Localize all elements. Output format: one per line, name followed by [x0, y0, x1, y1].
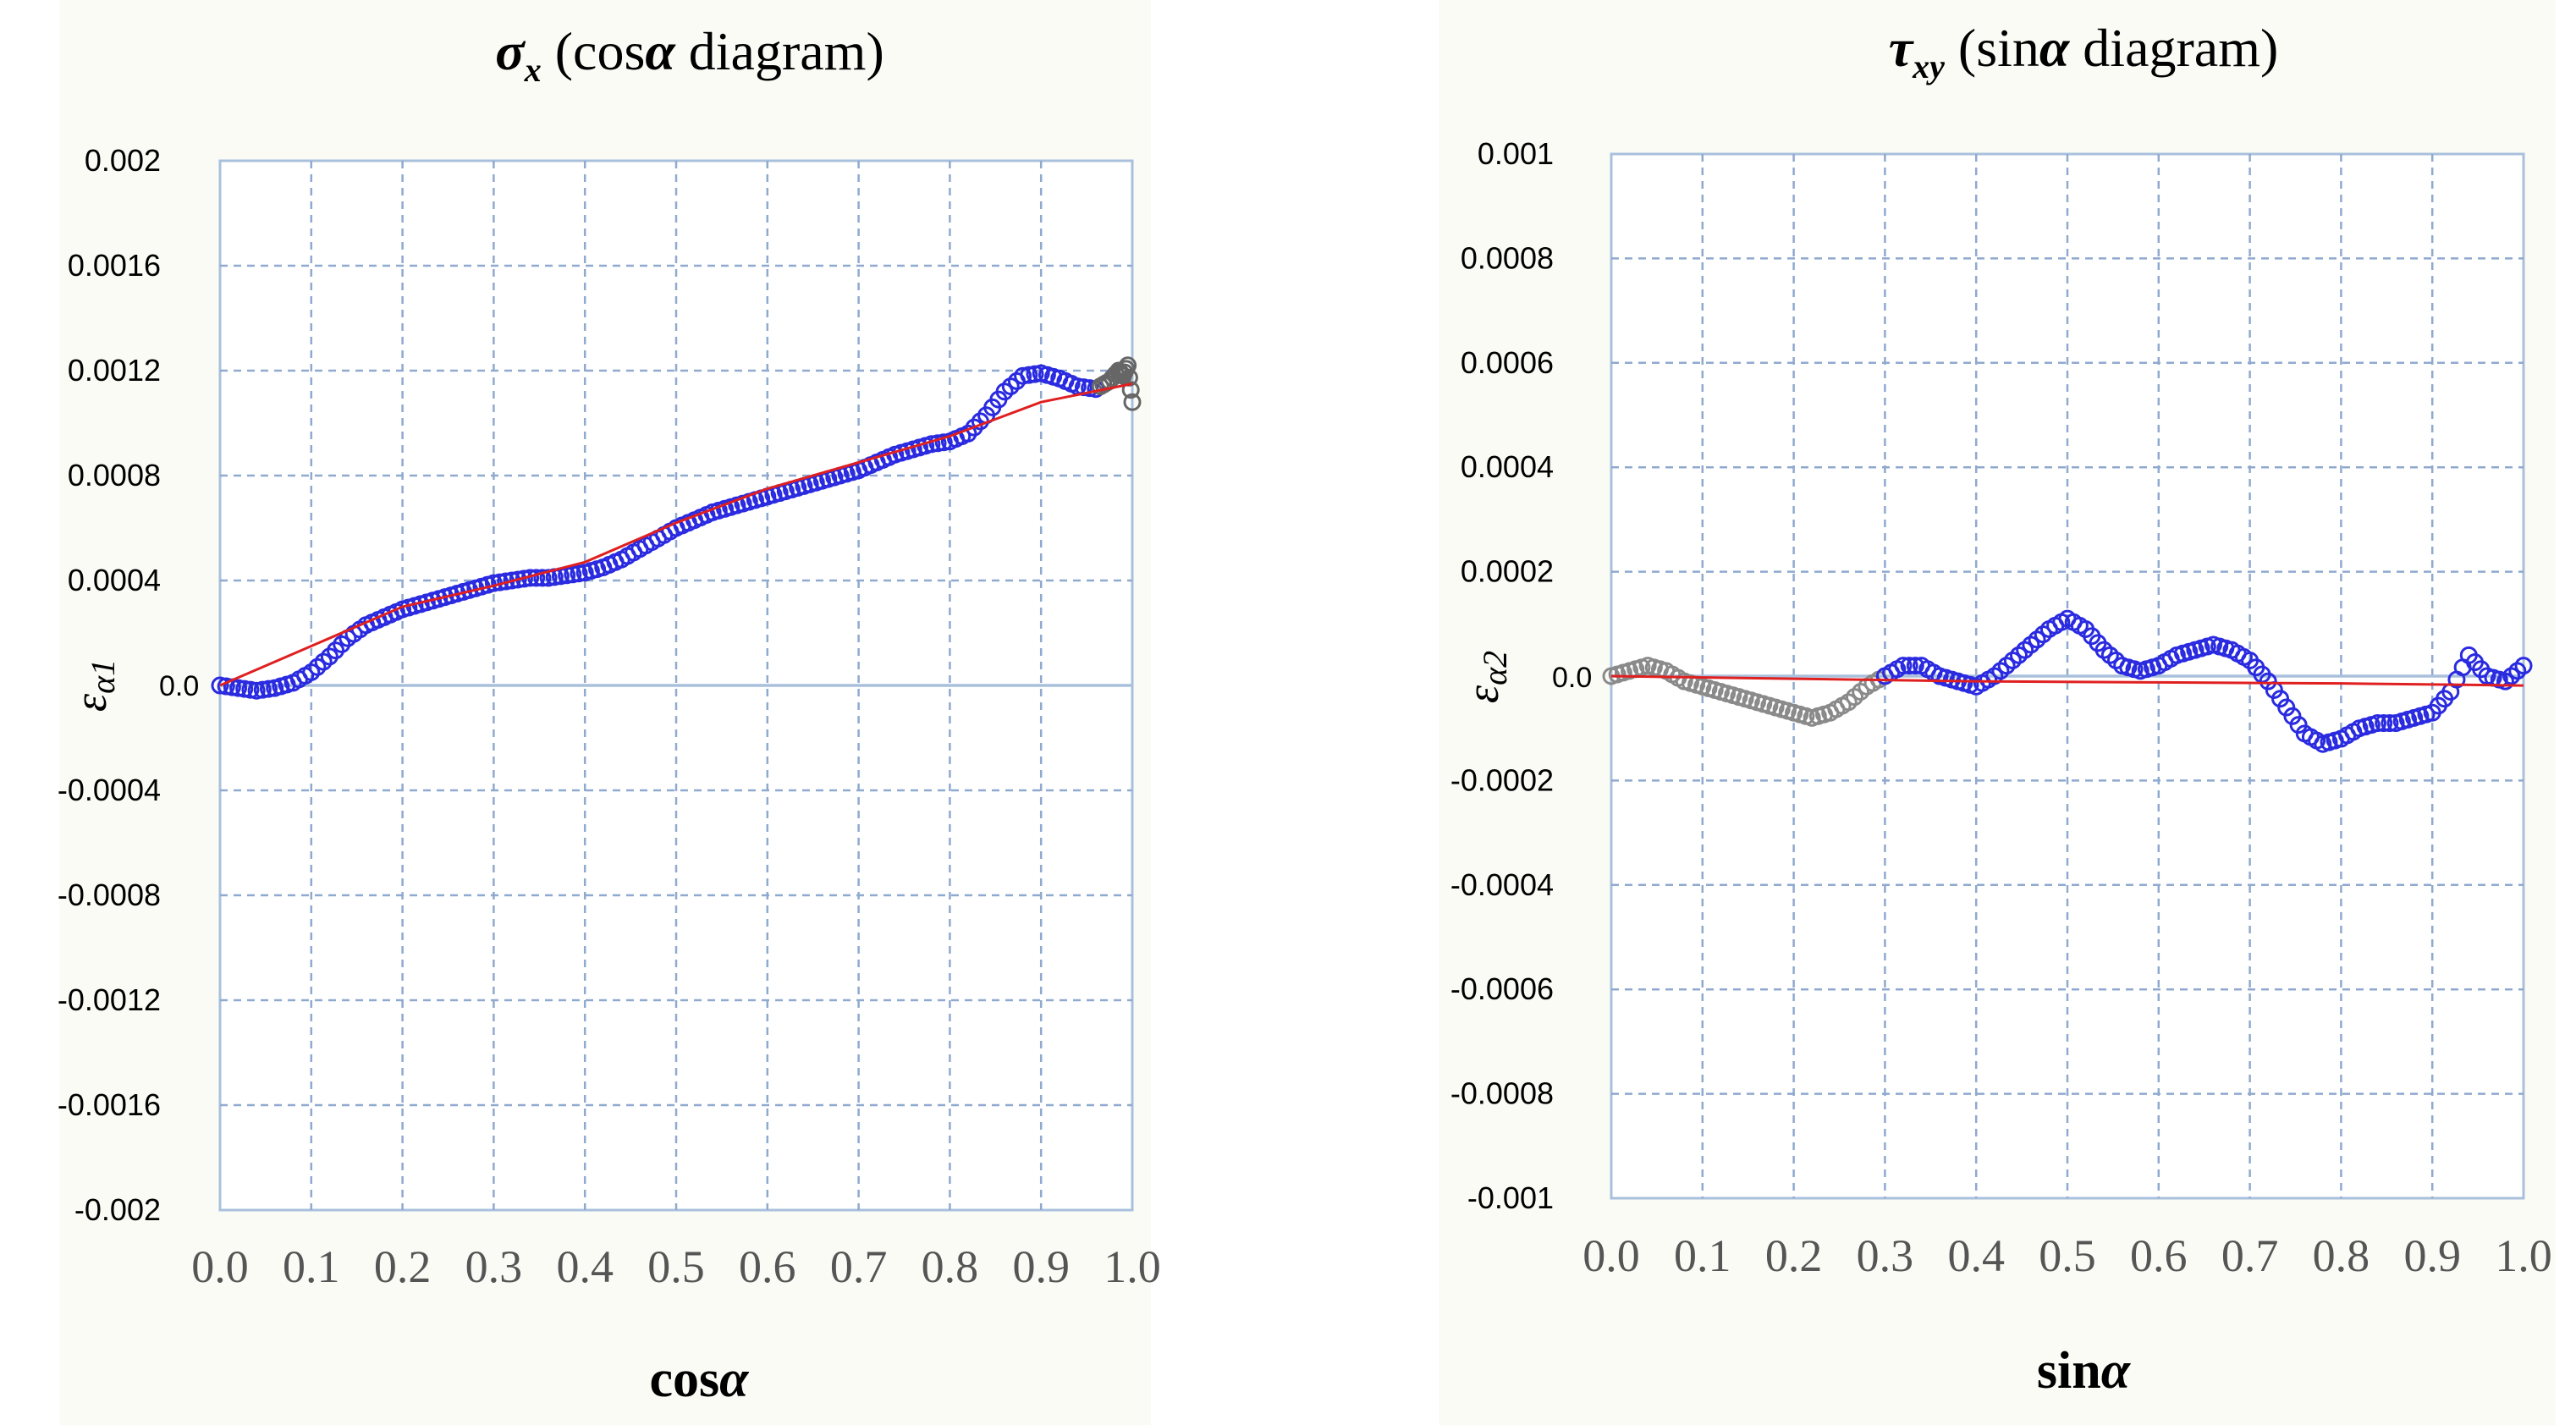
data-point — [1075, 378, 1093, 397]
y-tick-label: -0.0008 — [58, 878, 161, 912]
chart-right-grid — [1611, 154, 2524, 1198]
data-point — [229, 679, 248, 697]
data-point — [1121, 381, 1140, 399]
y-tick-label: -0.001 — [1467, 1180, 1554, 1215]
x-tick-label: 0.8 — [922, 1241, 979, 1292]
x-tick-label: 0.9 — [1012, 1241, 1070, 1292]
y-tick-label: -0.0004 — [58, 773, 161, 807]
y-tick-label: -0.0016 — [58, 1087, 161, 1122]
data-point — [503, 571, 521, 590]
chart-cos-alpha: σx (cosα diagram) 0.002 0.0016 0.0012 0.000… — [58, 0, 1161, 1425]
x-tick-label: 0.5 — [647, 1241, 705, 1292]
y-tick-label: 0.0002 — [1461, 554, 1554, 589]
data-point — [1119, 356, 1137, 375]
x-tick-label: 0.5 — [2039, 1230, 2096, 1281]
x-tick-label: 0.1 — [283, 1241, 340, 1292]
data-point — [1014, 366, 1032, 385]
x-tick-label: 0.7 — [2221, 1230, 2279, 1281]
chart-left-grid — [220, 161, 1132, 1210]
data-point — [1900, 657, 1918, 675]
data-point — [509, 570, 527, 589]
y-tick-label: 0.0006 — [1461, 345, 1554, 380]
x-tick-label: 1.0 — [2495, 1230, 2552, 1281]
fit-line — [219, 382, 1133, 687]
y-tick-label: -0.0012 — [58, 982, 161, 1017]
y-tick-label: 0.0004 — [68, 563, 161, 597]
chart-left-zero-label: 0.0 — [159, 670, 199, 702]
data-point — [253, 680, 272, 699]
data-point — [965, 418, 983, 437]
x-tick-label: 0.2 — [1765, 1230, 1823, 1281]
data-point — [570, 564, 588, 583]
x-tick-label: 0.0 — [191, 1241, 249, 1292]
data-point — [564, 565, 582, 584]
x-tick-label: 0.4 — [1947, 1230, 2005, 1281]
y-tick-label: 0.002 — [85, 143, 161, 178]
data-point — [2381, 714, 2399, 733]
y-tick-label: -0.0006 — [1450, 971, 1554, 1006]
data-point — [211, 676, 229, 695]
chart-left-y-ticks: 0.002 0.0016 0.0012 0.0008 0.0004 -0.0004 -0.0… — [58, 143, 161, 1227]
y-tick-label: 0.0008 — [1461, 240, 1554, 275]
data-point — [1894, 657, 1913, 675]
data-point — [2514, 657, 2533, 675]
data-point — [333, 635, 351, 653]
x-tick-label: 0.9 — [2403, 1230, 2461, 1281]
x-tick-label: 0.4 — [556, 1241, 614, 1292]
chart-left-series — [211, 356, 1142, 700]
data-point — [259, 679, 278, 698]
chart-right-x-label: sinα — [2037, 1342, 2132, 1400]
chart-right-series — [1602, 609, 2533, 753]
y-tick-label: -0.002 — [74, 1192, 161, 1227]
chart-right-y-label: εα2 — [1457, 651, 1514, 703]
chart-right-zero-label: 0.0 — [1552, 662, 1592, 694]
data-point — [934, 433, 953, 452]
y-tick-label: 0.0008 — [68, 458, 161, 492]
x-tick-label: 0.0 — [1582, 1230, 1640, 1281]
x-tick-label: 0.6 — [2130, 1230, 2188, 1281]
data-point — [235, 679, 254, 698]
x-tick-label: 1.0 — [1104, 1241, 1161, 1292]
data-point — [247, 681, 266, 700]
y-tick-label: 0.0012 — [68, 353, 161, 388]
chart-sin-alpha: τxy (sinα diagram) 0.0010.00080.00060.00… — [1439, 0, 2556, 1425]
y-tick-label: 0.0016 — [68, 248, 161, 283]
data-point — [1020, 366, 1038, 384]
data-point — [539, 569, 558, 587]
x-tick-label: 0.1 — [1674, 1230, 1731, 1281]
data-point — [2369, 714, 2387, 733]
chart-right-title: τxy (sinα diagram) — [1889, 18, 2279, 85]
chart-right-y-ticks: 0.001 0.0008 0.0006 0.0004 0.0002 -0.0002 -0.0… — [1450, 136, 1554, 1215]
chart-left-title: σx (cosα diagram) — [495, 21, 884, 89]
data-point — [327, 641, 345, 660]
x-tick-label: 0.3 — [465, 1241, 523, 1292]
data-point — [1906, 657, 1924, 675]
x-tick-label: 0.6 — [739, 1241, 796, 1292]
chart-left-x-label: cosα — [650, 1351, 751, 1408]
y-tick-label: 0.001 — [1478, 136, 1554, 171]
y-tick-label: -0.0002 — [1450, 762, 1554, 797]
data-point — [217, 677, 235, 696]
data-point — [2375, 714, 2393, 733]
y-tick-label: -0.0008 — [1450, 1076, 1554, 1111]
chart-left-x-ticks: 0.0 0.1 0.2 0.3 0.4 0.5 0.6 0.7 0.8 0.9 1.0 — [191, 1241, 1161, 1292]
x-tick-label: 0.7 — [830, 1241, 888, 1292]
data-point — [241, 680, 260, 699]
chart-right-x-ticks: 0.0 0.1 0.2 0.3 0.4 0.5 0.6 0.7 0.8 0.9 1.0 — [1582, 1230, 2552, 1281]
fit-line — [1610, 674, 2524, 687]
data-point — [1123, 393, 1142, 411]
data-point — [320, 647, 339, 666]
data-point — [1026, 365, 1044, 383]
x-tick-label: 0.8 — [2313, 1230, 2370, 1281]
y-tick-label: -0.0004 — [1450, 867, 1554, 902]
chart-left-y-label: εα1 — [65, 659, 122, 712]
data-point — [533, 569, 552, 587]
x-tick-label: 0.3 — [1857, 1230, 1914, 1281]
y-tick-label: 0.0004 — [1461, 449, 1554, 484]
x-tick-label: 0.2 — [374, 1241, 432, 1292]
